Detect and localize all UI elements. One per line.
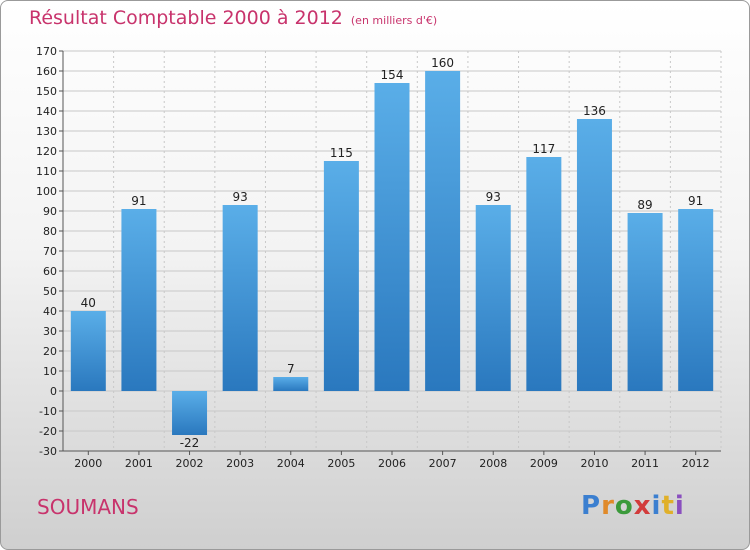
data-label: 91	[131, 194, 146, 208]
y-tick-label: 140	[36, 105, 57, 118]
y-tick-label: 150	[36, 85, 57, 98]
x-tick-label: 2008	[479, 457, 507, 470]
chart-subtitle: (en milliers d'€)	[350, 14, 438, 27]
y-tick-label: 60	[43, 265, 57, 278]
bar	[678, 209, 714, 391]
y-tick-label: 80	[43, 225, 57, 238]
x-tick-label: 2003	[226, 457, 254, 470]
bar	[172, 391, 208, 435]
bar	[273, 377, 309, 391]
x-tick-label: 2009	[530, 457, 558, 470]
x-tick-label: 2005	[327, 457, 355, 470]
bar	[526, 157, 562, 391]
y-tick-label: 160	[36, 65, 57, 78]
y-tick-label: 130	[36, 125, 57, 138]
y-tick-label: 30	[43, 325, 57, 338]
data-label: 154	[381, 68, 404, 82]
data-label: 136	[583, 104, 606, 118]
bar	[576, 119, 612, 391]
bar	[70, 311, 106, 391]
data-label: 115	[330, 146, 353, 160]
bar	[323, 161, 359, 391]
bar	[425, 71, 461, 391]
chart-title-text: Résultat Comptable 2000 à 2012	[29, 7, 343, 29]
data-label: 40	[81, 296, 96, 310]
data-label: 93	[486, 190, 501, 204]
bar	[121, 209, 157, 391]
bar	[627, 213, 663, 391]
y-tick-label: 20	[43, 345, 57, 358]
y-tick-label: -20	[39, 425, 57, 438]
x-tick-label: 2006	[378, 457, 406, 470]
x-tick-label: 2010	[580, 457, 608, 470]
y-tick-label: 90	[43, 205, 57, 218]
y-tick-label: 0	[50, 385, 57, 398]
proxiti-logo: Proxiti	[581, 491, 685, 521]
y-tick-label: 110	[36, 165, 57, 178]
x-tick-label: 2001	[125, 457, 153, 470]
y-tick-label: -30	[39, 445, 57, 458]
x-tick-label: 2004	[277, 457, 305, 470]
data-label: 91	[688, 194, 703, 208]
y-tick-label: 70	[43, 245, 57, 258]
bar	[475, 205, 511, 391]
city-name: SOUMANS	[37, 495, 139, 519]
x-tick-label: 2011	[631, 457, 659, 470]
x-tick-label: 2007	[429, 457, 457, 470]
bar	[374, 83, 410, 391]
y-tick-label: 50	[43, 285, 57, 298]
data-label: -22	[180, 436, 200, 450]
y-tick-label: -10	[39, 405, 57, 418]
bar	[222, 205, 258, 391]
x-tick-label: 2012	[682, 457, 710, 470]
x-tick-label: 2000	[74, 457, 102, 470]
data-label: 93	[233, 190, 248, 204]
chart-title: Résultat Comptable 2000 à 2012 (en millie…	[29, 7, 437, 29]
y-tick-label: 40	[43, 305, 57, 318]
data-label: 117	[532, 142, 555, 156]
y-tick-label: 100	[36, 185, 57, 198]
data-label: 89	[637, 198, 652, 212]
y-tick-label: 170	[36, 45, 57, 58]
y-tick-label: 120	[36, 145, 57, 158]
data-label: 7	[287, 362, 295, 376]
data-label: 160	[431, 56, 454, 70]
y-tick-label: 10	[43, 365, 57, 378]
x-tick-label: 2002	[176, 457, 204, 470]
